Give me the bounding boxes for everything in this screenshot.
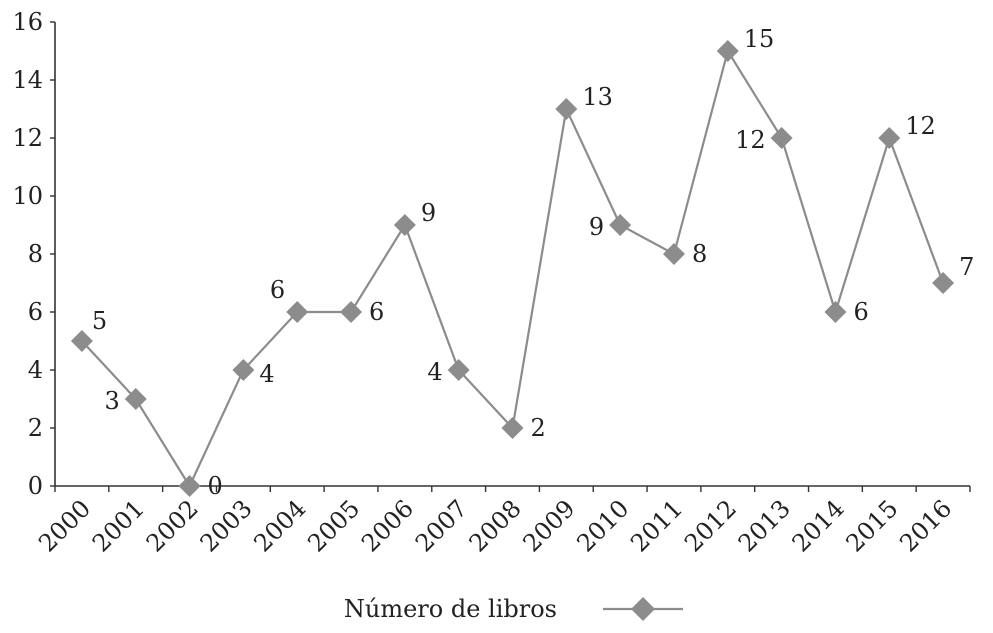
data-point-marker xyxy=(824,301,847,323)
y-tick-label: 10 xyxy=(12,182,43,210)
data-label: 6 xyxy=(369,298,384,326)
data-point-marker xyxy=(286,301,309,323)
data-label: 6 xyxy=(853,298,868,326)
data-label: 6 xyxy=(270,276,285,304)
data-label: 12 xyxy=(905,112,936,140)
data-label: 13 xyxy=(582,83,613,111)
x-tick-label: 2000 xyxy=(33,494,96,557)
data-label: 4 xyxy=(427,358,442,386)
data-point-marker xyxy=(70,330,93,352)
data-label: 2 xyxy=(531,414,546,442)
data-label: 15 xyxy=(744,25,775,53)
data-label: 12 xyxy=(735,126,766,154)
data-point-marker xyxy=(662,243,685,265)
x-tick-label: 2003 xyxy=(195,494,258,557)
axes xyxy=(54,22,970,487)
data-label: 5 xyxy=(92,307,107,335)
x-tick-label: 2001 xyxy=(87,494,150,557)
x-tick-label: 2007 xyxy=(410,494,473,557)
data-point-marker xyxy=(447,359,470,381)
x-tick-label: 2010 xyxy=(571,494,634,557)
data-point-marker xyxy=(609,214,632,236)
data-point-marker xyxy=(232,359,255,381)
data-label: 0 xyxy=(208,472,223,500)
y-tick-label: 16 xyxy=(12,8,43,36)
x-tick-label: 2014 xyxy=(787,494,850,557)
x-tick-label: 2011 xyxy=(625,494,688,557)
x-tick-label: 2016 xyxy=(894,494,957,557)
data-label: 4 xyxy=(259,360,274,388)
data-point-marker xyxy=(555,98,578,120)
data-point-marker xyxy=(501,417,524,439)
x-ticks: 2000200120022003200420052006200720082009… xyxy=(33,486,971,557)
legend-label: Número de libros xyxy=(344,595,557,623)
x-tick-label: 2008 xyxy=(464,494,527,557)
y-tick-label: 0 xyxy=(28,472,43,500)
y-tick-label: 2 xyxy=(28,414,43,442)
data-point-marker xyxy=(393,214,416,236)
legend-marker xyxy=(631,597,655,621)
x-tick-label: 2015 xyxy=(841,494,904,557)
legend: Número de libros xyxy=(344,595,683,623)
data-label: 3 xyxy=(104,387,119,415)
x-tick-label: 2012 xyxy=(679,494,742,557)
data-label: 9 xyxy=(589,213,604,241)
x-tick-label: 2013 xyxy=(733,494,796,557)
series: 5 3 0 4 6 6 9 4 2 13 9 8 15 12 6 12 7 xyxy=(70,25,974,500)
x-tick-label: 2009 xyxy=(518,494,581,557)
x-tick-label: 2006 xyxy=(356,494,419,557)
data-label: 7 xyxy=(959,253,974,281)
x-tick-label: 2005 xyxy=(302,494,365,557)
y-tick-label: 12 xyxy=(12,124,43,152)
y-tick-label: 14 xyxy=(12,66,43,94)
data-label: 8 xyxy=(692,240,707,268)
x-tick-label: 2004 xyxy=(248,494,311,557)
data-point-marker xyxy=(932,272,955,294)
data-point-marker xyxy=(340,301,363,323)
data-point-marker xyxy=(124,388,147,410)
data-point-marker xyxy=(770,127,793,149)
data-point-marker xyxy=(878,127,901,149)
data-label: 9 xyxy=(421,199,436,227)
y-tick-label: 8 xyxy=(28,240,43,268)
y-tick-label: 4 xyxy=(28,356,43,384)
y-ticks: 0 2 4 6 8 10 12 14 16 xyxy=(12,8,55,500)
x-tick-label: 2002 xyxy=(141,494,204,557)
data-point-marker xyxy=(178,475,201,497)
y-tick-label: 6 xyxy=(28,298,43,326)
data-point-marker xyxy=(716,40,739,62)
